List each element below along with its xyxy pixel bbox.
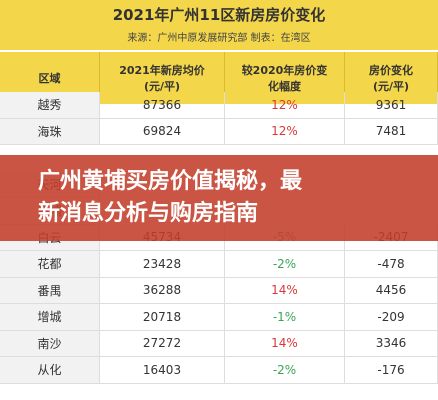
column-header: 2021年新房均价 (元/平) [100, 52, 225, 104]
cell: 7481 [345, 118, 438, 145]
region: 越秀 [0, 92, 100, 119]
cell: 14% [225, 277, 345, 304]
cell: 4456 [345, 277, 438, 304]
header-line: (元/平) [372, 80, 410, 93]
cell: -209 [345, 304, 438, 331]
cell: 12% [225, 118, 345, 145]
cell: 16403 [100, 357, 225, 384]
banner-line: 广州黄埔买房价值揭秘，最 [38, 169, 303, 194]
region: 花都 [0, 251, 100, 278]
header-line: (元/平) [143, 80, 181, 93]
cell: 69824 [100, 118, 225, 145]
cell: 12% [225, 92, 345, 119]
cell: 20718 [100, 304, 225, 331]
column-header: 较2020年房价变 化幅度 [225, 52, 345, 104]
cell: -2% [225, 251, 345, 278]
cell: -2% [225, 357, 345, 384]
source: 来源：广州中原发展研究部 制表：在湾区 [0, 30, 438, 50]
cell: -478 [345, 251, 438, 278]
header-line: 区域 [38, 72, 61, 85]
column-header: 房价变化 (元/平) [345, 52, 438, 104]
header-line: 较2020年房价变 [241, 64, 328, 77]
cell: 36288 [100, 277, 225, 304]
cell: 87366 [100, 92, 225, 119]
cell: 14% [225, 330, 345, 357]
header-line: 2021年新房均价 [119, 64, 205, 77]
cell: 23428 [100, 251, 225, 278]
region: 从化 [0, 357, 100, 384]
title: 2021年广州11区新房房价变化 [0, 0, 438, 30]
region: 南沙 [0, 330, 100, 357]
banner: 广州黄埔买房价值揭秘，最 新消息分析与购房指南 [0, 155, 438, 241]
cell: 9361 [345, 92, 438, 119]
banner-line: 新消息分析与购房指南 [38, 201, 259, 226]
region: 番禺 [0, 277, 100, 304]
cell: -1% [225, 304, 345, 331]
header-line: 化幅度 [268, 80, 301, 93]
cell: 3346 [345, 330, 438, 357]
header-line: 房价变化 [369, 64, 413, 77]
cell: -176 [345, 357, 438, 384]
region: 增城 [0, 304, 100, 331]
region: 海珠 [0, 118, 100, 145]
cell: 27272 [100, 330, 225, 357]
